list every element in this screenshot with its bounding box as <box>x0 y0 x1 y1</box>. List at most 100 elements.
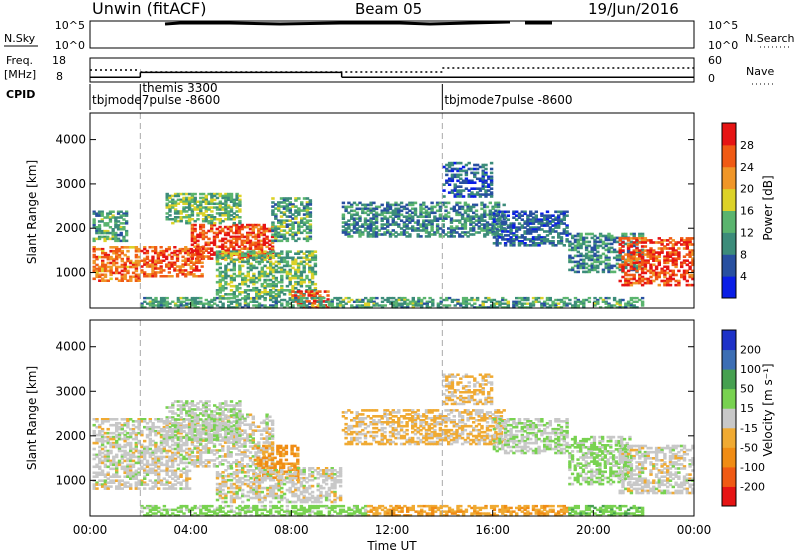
data-cell <box>95 263 99 267</box>
data-cell <box>157 449 161 453</box>
data-cell <box>635 279 639 283</box>
data-cell <box>551 302 555 305</box>
data-cell <box>584 244 589 248</box>
data-cell <box>266 282 270 286</box>
data-cell <box>635 300 639 303</box>
data-cell <box>515 238 519 241</box>
data-cell <box>635 281 639 285</box>
data-cell <box>635 269 639 273</box>
data-cell <box>227 216 231 219</box>
data-cell <box>361 298 365 302</box>
data-cell <box>380 213 384 217</box>
data-cell <box>433 219 437 222</box>
data-cell <box>227 304 231 307</box>
data-cell <box>646 269 650 273</box>
data-cell <box>485 221 490 224</box>
data-cell <box>629 277 634 281</box>
data-cell <box>610 264 614 268</box>
data-cell <box>221 278 225 282</box>
data-cell <box>640 241 645 244</box>
data-cell <box>259 251 264 254</box>
data-cell <box>246 260 250 264</box>
data-cell <box>126 269 130 273</box>
colorbar-tick-label: 12 <box>740 226 754 239</box>
data-cell <box>358 306 362 309</box>
data-cell <box>565 214 569 217</box>
data-cell <box>137 467 141 471</box>
data-cell <box>540 242 544 245</box>
data-cell <box>115 422 119 425</box>
data-cell <box>470 187 474 190</box>
data-cell <box>459 191 463 194</box>
data-cell <box>129 277 133 281</box>
data-cell <box>445 173 449 177</box>
data-cell <box>632 249 636 252</box>
data-cell <box>101 267 105 271</box>
data-cell <box>374 211 379 215</box>
data-cell <box>545 298 550 302</box>
data-cell <box>526 224 530 227</box>
data-cell <box>131 261 136 265</box>
data-cell <box>109 463 113 467</box>
data-cell <box>495 230 499 233</box>
data-cell <box>420 304 424 307</box>
data-cell <box>263 254 267 257</box>
data-cell <box>122 212 126 215</box>
data-cell <box>173 261 177 264</box>
data-cell <box>417 302 421 305</box>
data-cell <box>129 449 133 453</box>
data-cell <box>185 441 189 445</box>
data-cell <box>241 258 245 262</box>
data-cell <box>483 209 487 213</box>
data-cell <box>171 431 175 435</box>
data-cell <box>562 300 566 303</box>
data-cell <box>307 294 311 297</box>
data-cell <box>179 296 183 300</box>
data-cell <box>520 218 524 221</box>
data-cell <box>495 222 499 225</box>
data-cell <box>257 274 262 278</box>
data-cell <box>243 298 248 302</box>
data-cell <box>466 231 470 234</box>
data-cell <box>355 231 359 234</box>
data-cell <box>473 187 477 190</box>
data-cell <box>330 306 334 309</box>
data-cell <box>98 467 102 471</box>
data-cell <box>162 463 166 467</box>
data-cell <box>685 279 689 283</box>
data-cell <box>175 273 180 276</box>
data-cell <box>134 487 138 490</box>
data-cell <box>178 247 182 251</box>
data-cell <box>249 280 253 284</box>
data-cell <box>226 461 231 464</box>
data-cell <box>145 273 150 276</box>
data-cell <box>184 273 188 276</box>
data-cell <box>484 189 488 192</box>
data-cell <box>463 219 468 222</box>
data-cell <box>235 229 239 233</box>
data-cell <box>252 258 256 262</box>
data-cell <box>545 240 550 243</box>
data-cell <box>117 461 122 465</box>
data-cell <box>405 217 409 220</box>
data-cell <box>190 229 195 233</box>
data-cell <box>512 306 516 309</box>
data-cell <box>424 225 429 228</box>
data-cell <box>526 298 530 302</box>
data-cell <box>305 213 310 216</box>
data-cell <box>463 227 468 230</box>
data-cell <box>114 216 118 219</box>
data-cell <box>361 203 365 207</box>
data-cell <box>263 293 267 296</box>
data-cell <box>509 226 513 229</box>
data-cell <box>288 227 292 230</box>
data-cell <box>548 230 552 233</box>
data-cell <box>352 300 357 303</box>
data-cell <box>109 443 113 447</box>
data-cell <box>100 214 104 217</box>
data-cell <box>424 215 429 218</box>
data-cell <box>677 279 681 283</box>
data-cell <box>389 296 393 300</box>
data-cell <box>495 300 499 303</box>
data-cell <box>554 302 558 305</box>
